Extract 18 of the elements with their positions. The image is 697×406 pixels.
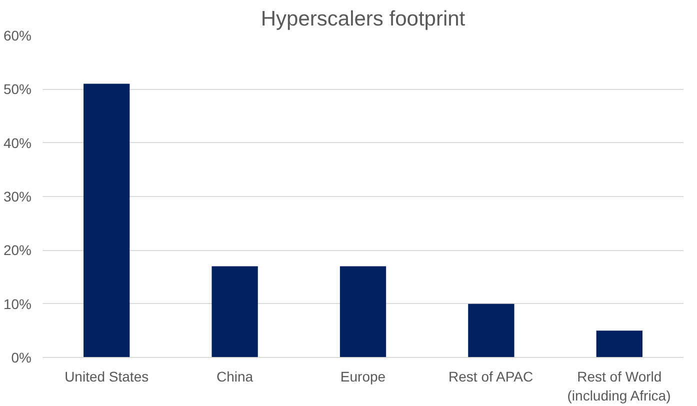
y-tick-label: 60%: [3, 28, 32, 44]
y-tick-label: 30%: [3, 188, 32, 204]
bar: [340, 266, 386, 358]
y-tick-label: 50%: [3, 81, 32, 98]
bar: [596, 330, 642, 358]
y-tick-label: 10%: [3, 296, 32, 312]
y-tick-label: 0%: [11, 350, 32, 366]
x-tick-label: Rest of World (including Africa): [567, 368, 671, 404]
y-tick-label: 20%: [3, 242, 32, 258]
y-tick-label: 40%: [3, 134, 32, 151]
bar: [468, 304, 514, 358]
chart-title: Hyperscalers footprint: [260, 8, 466, 30]
x-tick-label: Rest of APAC: [448, 368, 534, 384]
x-tick-label: China: [216, 368, 254, 384]
bar: [212, 266, 258, 358]
x-tick-label: United States: [64, 368, 149, 384]
bar: [84, 84, 130, 358]
x-tick-label: Europe: [340, 368, 386, 384]
